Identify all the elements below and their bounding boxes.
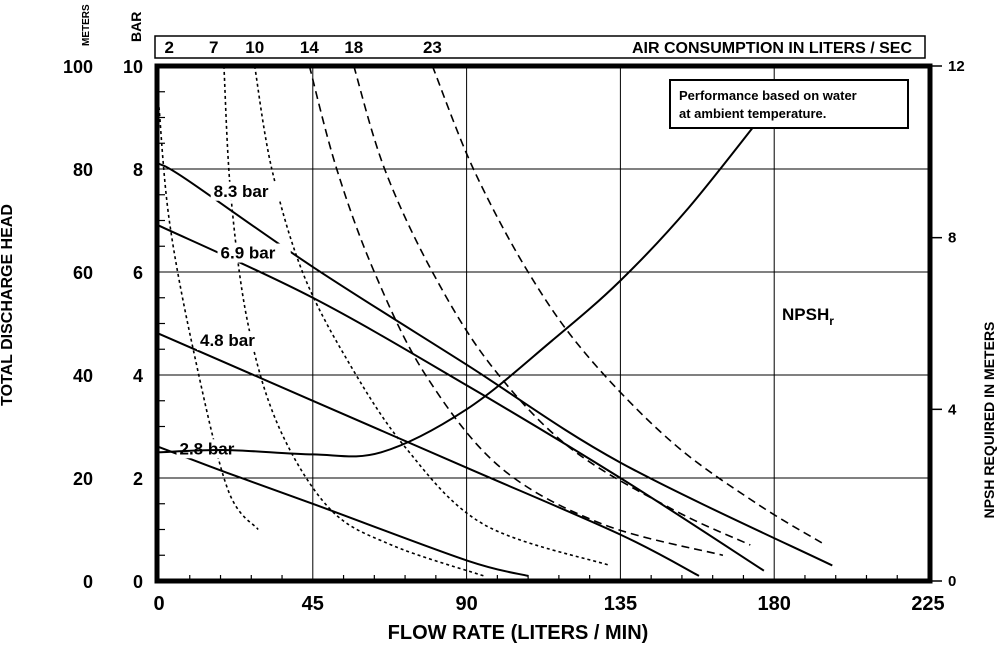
x-tick-label: 45	[302, 593, 324, 615]
pressure-curve-4-8-bar	[158, 332, 700, 577]
pressure-label-background	[210, 181, 284, 201]
left-units-meters: METERS	[81, 4, 92, 46]
y-tick-label-bar: 4	[133, 366, 143, 386]
air-consumption-tick-label: 10	[245, 38, 264, 57]
pressure-curve-2-8-bar	[158, 446, 529, 577]
y-tick-label-npsh: 4	[948, 401, 957, 418]
pressure-label-background	[197, 331, 271, 351]
left-units-bar: BAR	[128, 12, 144, 42]
air-consumption-curve-10	[253, 65, 611, 567]
air-consumption-label: AIR CONSUMPTION IN LITERS / SEC	[632, 40, 912, 57]
air-consumption-tick-label: 2	[165, 38, 174, 57]
air-consumption-tick-label: 7	[209, 38, 218, 57]
y-tick-label-meters: 100	[63, 57, 93, 77]
air-consumption-tick-label: 14	[300, 38, 319, 57]
note-text-line1: Performance based on water	[679, 88, 857, 103]
air-consumption-curve-2	[158, 107, 259, 531]
air-consumption-tick-label: 18	[344, 38, 363, 57]
y-tick-label-meters: 0	[83, 572, 93, 592]
y-tick-label-meters: 40	[73, 366, 93, 386]
npsh-curve-label: NPSHr	[782, 305, 834, 328]
x-axis-title: FLOW RATE (LITERS / MIN)	[388, 622, 649, 644]
x-tick-label: 0	[153, 593, 164, 615]
y-tick-label-bar: 8	[133, 160, 143, 180]
pressure-curve-6-9-bar	[158, 224, 765, 572]
y-tick-label-meters: 80	[73, 160, 93, 180]
npsh-curve-group: NPSHr	[158, 108, 834, 458]
air-consumption-tick-label: 23	[423, 38, 442, 57]
air-consumption-banner	[154, 35, 926, 59]
y-tick-label-meters: 60	[73, 263, 93, 283]
grid	[159, 66, 928, 581]
y-tick-label-npsh: 0	[948, 573, 956, 590]
pressure-curves: 8.3 bar 6.9 bar 4.8 bar 2.8 bar	[158, 162, 833, 577]
pressure-curve-label: 8.3 bar	[214, 182, 269, 201]
y-tick-label-bar: 2	[133, 469, 143, 489]
y-tick-label-npsh: 8	[948, 230, 956, 247]
pressure-curve-label: 2.8 bar	[180, 439, 235, 458]
pressure-curve-label: 4.8 bar	[200, 331, 255, 350]
air-consumption-curve-14	[308, 65, 724, 557]
y-axis-title-right: NPSH REQUIRED IN METERS	[981, 322, 997, 519]
pressure-label-background	[217, 243, 291, 263]
y-tick-label-meters: 20	[73, 469, 93, 489]
npsh-curve	[158, 108, 769, 458]
pressure-label-background	[176, 439, 250, 459]
note-text-line2: at ambient temperature.	[679, 106, 826, 121]
note-box	[669, 79, 909, 129]
x-tick-label: 225	[911, 593, 944, 615]
air-consumption-curve-23	[431, 65, 826, 546]
air-consumption-curves	[158, 65, 826, 577]
y-tick-label-bar: 10	[123, 57, 143, 77]
air-consumption-curve-18	[353, 65, 751, 546]
air-consumption-curve-7	[223, 65, 484, 577]
pressure-curve-label: 6.9 bar	[221, 244, 276, 263]
x-tick-label: 135	[604, 593, 637, 615]
y-tick-label-npsh: 12	[948, 58, 965, 75]
x-tick-label: 180	[758, 593, 791, 615]
pressure-curve-8-3-bar	[158, 162, 833, 567]
y-tick-label-bar: 6	[133, 263, 143, 283]
x-tick-label: 90	[455, 593, 477, 615]
y-tick-label-bar: 0	[133, 572, 143, 592]
plot-frame	[154, 63, 933, 584]
y-axis-title-left: TOTAL DISCHARGE HEAD	[0, 204, 16, 406]
minor-ticks	[159, 91, 898, 581]
